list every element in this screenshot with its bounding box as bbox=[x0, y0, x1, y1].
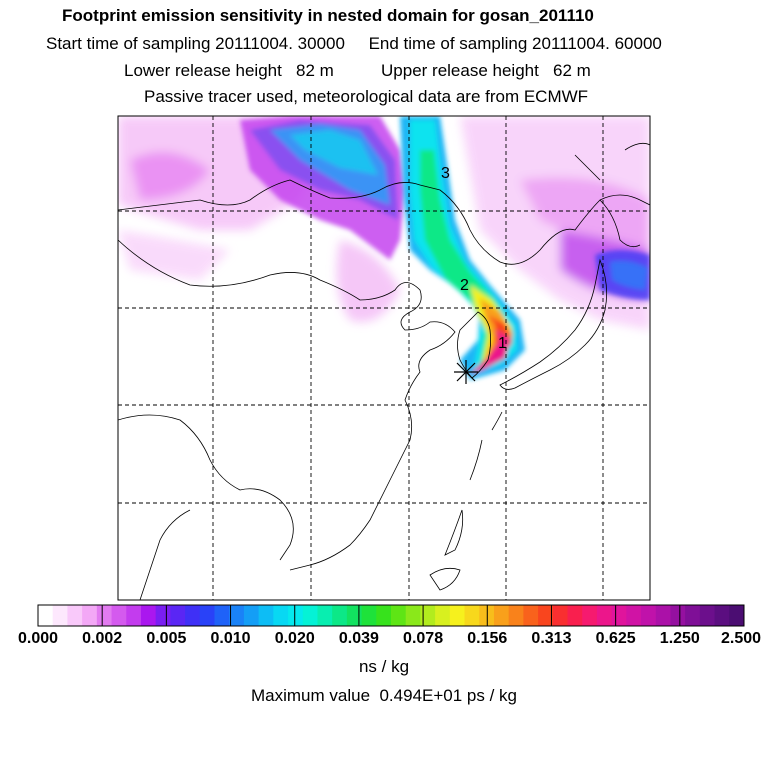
colorbar-cell bbox=[714, 605, 730, 626]
colorbar-cell bbox=[729, 605, 745, 626]
colorbar-cell bbox=[361, 605, 377, 626]
colorbar-cell bbox=[170, 605, 186, 626]
colorbar-cell bbox=[538, 605, 554, 626]
colorbar-cell bbox=[258, 605, 274, 626]
colorbar-cell bbox=[82, 605, 98, 626]
maximum-value-text: Maximum value 0.494E+01 ps / kg bbox=[251, 686, 517, 705]
colorbar-cell bbox=[243, 605, 260, 626]
colorbar-cell bbox=[596, 605, 613, 626]
colorbar-cell bbox=[523, 605, 539, 626]
colorbar-cell bbox=[582, 605, 598, 626]
colorbar-cell bbox=[464, 605, 480, 626]
sampling-time-line: Start time of sampling 20111004. 30000 E… bbox=[46, 34, 662, 53]
colorbar-cell bbox=[332, 605, 348, 626]
colorbar-cell bbox=[699, 605, 716, 626]
colorbar-tick-label: 0.156 bbox=[467, 630, 508, 647]
colorbar-cell bbox=[626, 605, 642, 626]
colorbar-cell bbox=[567, 605, 583, 626]
lat-lon-grid bbox=[118, 116, 650, 600]
colorbar-cell bbox=[685, 605, 701, 626]
colorbar-cell bbox=[435, 605, 451, 626]
colorbar-tick-label: 0.010 bbox=[210, 630, 251, 647]
colorbar-cell bbox=[288, 605, 304, 626]
colorbar-cell bbox=[273, 605, 289, 626]
trajectory-label-2: 2 bbox=[460, 277, 469, 294]
colorbar-cell bbox=[611, 605, 627, 626]
colorbar-units: ns / kg bbox=[358, 657, 410, 676]
colorbar-cell bbox=[214, 605, 230, 626]
colorbar-tick-label: 0.039 bbox=[338, 630, 379, 647]
colorbar-cell bbox=[199, 605, 215, 626]
colorbar-cell bbox=[67, 605, 83, 626]
colorbar-cell bbox=[126, 605, 142, 626]
colorbar-tick-label: 0.313 bbox=[531, 630, 572, 647]
colorbar-cell bbox=[376, 605, 392, 626]
colorbar-cell bbox=[317, 605, 333, 626]
colorbar-cell bbox=[552, 605, 568, 626]
colorbar-tick-label: 0.005 bbox=[146, 630, 187, 647]
map-frame bbox=[117, 115, 651, 601]
colorbar-cell bbox=[420, 605, 436, 626]
colorbar-cell bbox=[391, 605, 407, 626]
colorbar-tick-label: 2.500 bbox=[720, 630, 762, 647]
trajectory-label-1: 1 bbox=[498, 335, 507, 352]
colorbar-cell bbox=[52, 605, 68, 626]
colorbar-cell bbox=[185, 605, 201, 626]
trajectory-label-3: 3 bbox=[441, 165, 450, 182]
colorbar-cell bbox=[346, 605, 363, 626]
colorbar-cell bbox=[38, 605, 54, 626]
colorbar-cell bbox=[508, 605, 524, 626]
sensitivity-field: 3 2 1 bbox=[118, 116, 650, 600]
coastlines bbox=[118, 142, 650, 600]
colorbar-cell bbox=[493, 605, 510, 626]
colorbar-cell bbox=[449, 605, 466, 626]
colorbar-cell bbox=[140, 605, 157, 626]
colorbar-tick-label: 1.250 bbox=[659, 630, 700, 647]
colorbar-cell bbox=[111, 605, 127, 626]
colorbar-tick-label: 0.020 bbox=[274, 630, 315, 647]
colorbar-tick-label: 0.078 bbox=[403, 630, 444, 647]
tracer-info-line: Passive tracer used, meteorological data… bbox=[144, 87, 589, 106]
colorbar-cell bbox=[641, 605, 657, 626]
colorbar-tick-label: 0.625 bbox=[595, 630, 636, 647]
plot-title: Footprint emission sensitivity in nested… bbox=[62, 6, 594, 25]
colorbar-tick-label: 0.000 bbox=[17, 630, 59, 647]
colorbar-cell bbox=[655, 605, 671, 626]
colorbar-cell bbox=[96, 605, 113, 626]
colorbar-cell bbox=[229, 605, 245, 626]
colorbar-cell bbox=[670, 605, 686, 626]
receptor-star-icon bbox=[454, 360, 478, 384]
colorbar-cell bbox=[155, 605, 171, 626]
colorbar-cell bbox=[302, 605, 318, 626]
colorbar-cell bbox=[405, 605, 421, 626]
colorbar-tick-label: 0.002 bbox=[82, 630, 123, 647]
release-height-line: Lower release height 82 m Upper release … bbox=[124, 61, 591, 80]
